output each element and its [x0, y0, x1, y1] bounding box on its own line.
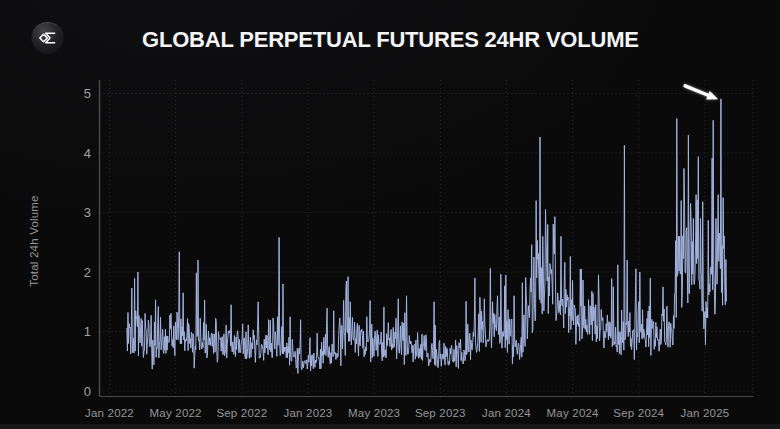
x-tick-label: May 2022 — [150, 407, 202, 419]
y-tick-label: 3 — [84, 205, 91, 220]
y-tick-label: 5 — [84, 86, 91, 101]
y-tick-label: 2 — [84, 265, 91, 280]
x-tick-label: Jan 2025 — [680, 407, 729, 419]
y-tick-label: 0 — [84, 384, 91, 399]
x-tick-label: Sep 2022 — [216, 407, 267, 419]
x-tick-label: May 2024 — [547, 407, 600, 419]
x-tick-label: Jan 2022 — [85, 407, 134, 419]
y-axis-title: Total 24h Volume — [28, 195, 40, 286]
volume-dashboard: GLOBAL PERPETUAL FUTURES 24HR VOLUME 012… — [0, 0, 780, 429]
x-tick-label: Jan 2024 — [482, 407, 531, 419]
volume-series-line — [127, 99, 727, 374]
x-tick-label: Sep 2023 — [415, 407, 466, 419]
chart-canvas[interactable]: 0 1 2 3 4 5 Jan 2022 May 2022 Sep 2022 Jan 2023 Ma… — [0, 0, 780, 429]
y-tick-label: 4 — [84, 146, 91, 161]
x-tick-label: Sep 2024 — [613, 407, 664, 419]
footer-band — [0, 424, 780, 429]
y-tick-label: 1 — [84, 324, 91, 339]
x-tick-label: Jan 2023 — [284, 407, 333, 419]
x-tick-label: May 2023 — [348, 407, 400, 419]
annotation-arrow — [685, 86, 718, 100]
